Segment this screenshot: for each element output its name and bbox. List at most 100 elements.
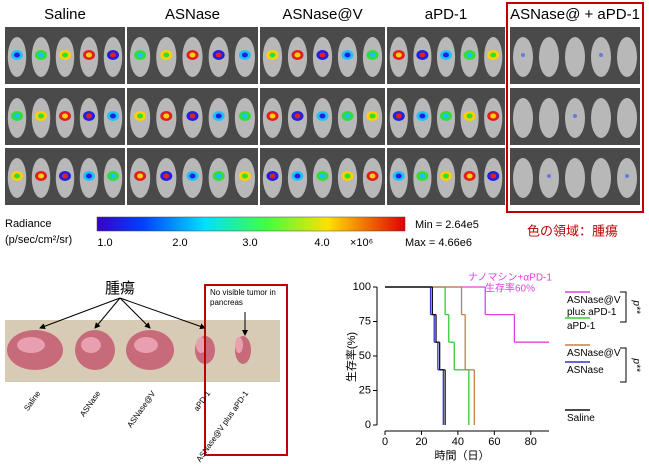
group-header: ASNase [165,6,220,23]
signal [163,52,170,58]
tissue [17,337,45,353]
legend-note: 色の領域：腫瘍 [527,223,618,238]
signal [241,52,248,58]
signal [419,173,426,179]
colorbar-max: Max = 4.66e6 [405,237,472,249]
signal [369,52,376,58]
signal [294,173,301,179]
sample-label: ASNase [78,389,103,419]
signal [573,114,577,118]
arrow [119,297,151,329]
signal [14,173,20,179]
legend-label: ASNase@V [567,348,621,359]
x-tick-label: 0 [382,436,388,448]
tumor-label: 腫瘍 [105,279,135,297]
signal [137,52,144,58]
y-tick-label: 75 [359,315,371,327]
signal [344,173,351,179]
signal [419,52,426,58]
signal [419,113,426,119]
signal [62,52,68,58]
signal [86,173,92,179]
legend-label: ASNase@V plus aPD-1 [567,295,621,318]
mouse [565,158,585,198]
signal [466,52,473,58]
signal [466,173,473,179]
signal [137,173,144,179]
colorbar-tick: 1.0 [97,237,112,249]
signal [163,113,170,119]
signal [38,52,44,58]
group-header: Saline [44,6,86,23]
signal [62,173,68,179]
signal [189,113,196,119]
tissue [81,337,101,353]
signal [395,173,402,179]
signal [344,52,351,58]
colorbar-unit: (p/sec/cm²/sr) [5,234,72,246]
signal [269,113,276,119]
legend-label: ASNase [567,365,604,376]
colorbar-min: Min = 2.64e5 [415,219,479,231]
sample-label: ASNase@V [125,389,157,430]
signal [110,113,116,119]
tissue [235,337,243,353]
signal [269,52,276,58]
signal [38,113,44,119]
signal [137,113,144,119]
signal [319,52,326,58]
group-header: ASNase@ + aPD-1 [510,6,640,23]
signal [466,113,473,119]
signal [490,173,497,179]
x-tick-label: 80 [525,436,537,448]
signal [344,113,351,119]
x-tick-label: 20 [415,436,427,448]
signal [215,52,222,58]
arrow [94,297,121,329]
y-tick-label: 50 [359,350,371,362]
legend-label: Saline [567,413,595,424]
mouse [513,158,533,198]
colorbar-tick: 3.0 [242,237,257,249]
colorbar-title: Radiance [5,218,51,230]
mouse [591,98,611,138]
y-tick-label: 100 [353,281,371,293]
signal [241,113,248,119]
signal [319,113,326,119]
signal [14,113,20,119]
signal [443,113,449,119]
annotation: ナノマシン+αPD-1 [468,272,552,284]
signal [215,173,222,179]
signal [521,53,525,57]
signal [443,173,449,179]
bracket [620,291,627,323]
signal [319,173,326,179]
arrow [119,297,206,330]
mouse [617,98,637,138]
signal [395,113,402,119]
significance: p** [630,357,641,372]
signal [14,52,20,58]
colorbar-tick: 2.0 [172,237,187,249]
signal [241,173,248,179]
legend-label: aPD-1 [567,321,596,332]
signal [86,113,92,119]
x-tick-label: 60 [488,436,500,448]
signal [547,174,551,178]
signal [86,52,92,58]
sample-label: Saline [22,389,42,413]
signal [395,52,402,58]
signal [269,173,276,179]
sample-label: aPD-1 [192,389,213,413]
tissue [134,337,158,353]
group-header: aPD-1 [425,6,468,23]
signal [189,173,196,179]
signal [163,173,170,179]
x-tick-label: 40 [452,436,464,448]
signal [215,113,222,119]
mouse [591,158,611,198]
mouse [539,98,559,138]
signal [62,113,68,119]
y-axis-label: 生存率(%) [344,332,358,382]
